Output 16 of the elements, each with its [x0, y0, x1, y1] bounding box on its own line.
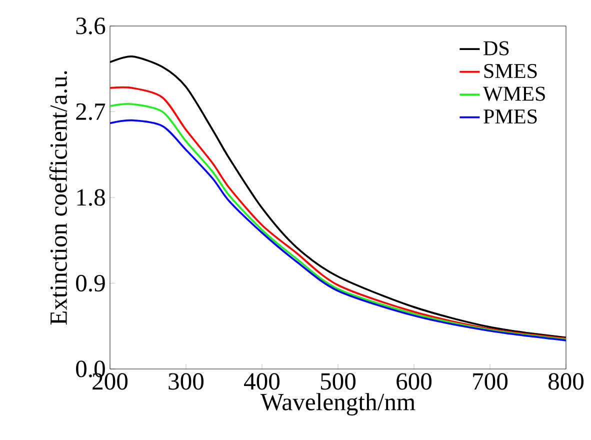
x-tick-label: 600 — [396, 373, 432, 390]
x-tick-label: 700 — [473, 373, 508, 390]
legend-label: DS — [484, 41, 509, 56]
y-tick-label: 1.8 — [77, 189, 105, 206]
y-tick-label: 2.7 — [76, 103, 106, 120]
x-tick-label: 400 — [244, 373, 280, 390]
x-tick-label: 800 — [548, 373, 584, 390]
legend-label: SMES — [484, 64, 537, 78]
y-tick-label: 0.9 — [76, 274, 105, 292]
x-axis-title: Wavelength/nm — [260, 393, 416, 416]
legend-label: WMES — [482, 86, 545, 101]
y-axis-title: Extinction coefficient/a.u. — [49, 71, 68, 325]
x-tick-label: 300 — [168, 373, 204, 390]
y-tick-label: 3.6 — [76, 18, 106, 34]
legend-label: PMES — [484, 109, 537, 124]
x-tick-label: 500 — [320, 373, 356, 390]
